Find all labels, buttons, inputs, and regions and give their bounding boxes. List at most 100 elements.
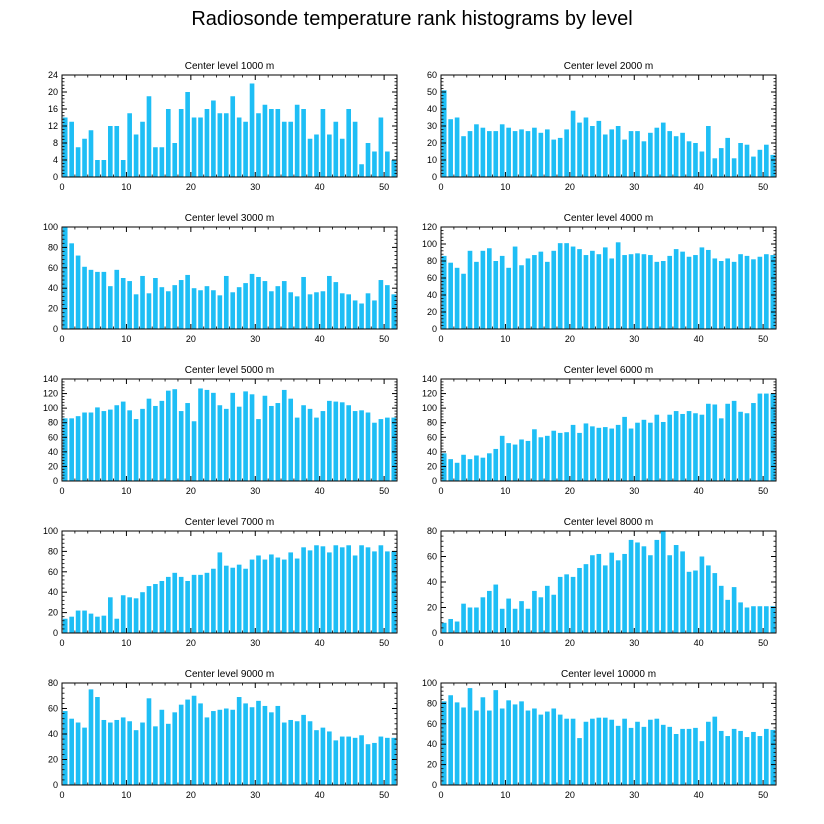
bar [217,552,223,633]
x-tick-label: 40 [315,182,325,192]
bar [718,148,724,177]
y-tick-label: 80 [48,546,58,556]
bar [133,598,139,633]
bar [88,689,94,786]
bar [191,117,197,177]
bar [101,411,107,481]
x-tick-label: 0 [438,486,443,496]
x-tick-label: 30 [629,638,639,648]
x-tick-label: 20 [186,334,196,344]
bar [339,736,345,785]
bar [667,131,673,177]
y-tick-label: 60 [427,552,437,562]
bar [165,390,171,481]
bar [133,730,139,785]
y-tick-label: 80 [427,698,437,708]
bar [172,712,178,785]
bar [333,282,339,329]
bar [352,121,358,177]
bar [82,266,87,329]
bar [301,547,306,633]
bar [198,388,203,481]
bar [512,608,518,633]
bar [378,736,384,785]
bar [583,721,589,785]
bar [339,547,345,633]
bar [230,292,236,329]
bar [609,129,615,177]
bar [211,290,216,329]
bar [95,407,100,481]
x-tick-label: 20 [565,334,575,344]
bar [474,710,479,785]
x-tick-label: 30 [250,334,260,344]
bar [294,558,300,633]
bar [191,421,197,481]
panel-title: Center level 8000 m [564,517,654,528]
bar [269,554,274,633]
bar [441,453,447,481]
bar [654,127,660,177]
panel-title: Center level 9000 m [185,669,275,680]
bar [101,719,107,785]
y-tick-label: 0 [53,628,58,638]
bar [301,405,306,481]
bar [635,721,640,785]
bar [230,709,236,785]
x-tick-label: 0 [59,182,64,192]
bar [391,294,397,329]
bar [127,597,132,633]
bar [583,564,589,633]
bar [385,551,390,633]
bar [648,132,653,177]
bar [108,286,113,329]
bar [108,126,113,177]
bar [172,572,178,633]
bar [577,738,582,785]
x-tick-label: 20 [186,182,196,192]
x-tick-label: 30 [250,790,260,800]
bar [564,129,569,177]
bar [159,709,165,785]
bar [243,391,248,481]
bar [731,728,737,785]
bar [699,556,705,633]
bar [223,275,229,329]
bar [544,261,550,329]
bar [153,147,158,177]
bar [493,131,499,177]
x-tick-label: 0 [438,790,443,800]
bar [114,719,120,785]
bar [301,714,306,786]
bar [204,717,210,785]
bar [275,403,281,481]
bar [185,403,190,481]
x-tick-label: 40 [694,334,704,344]
bar [673,734,679,785]
bar [499,435,505,481]
bar [378,419,384,481]
bar [731,587,737,633]
bar [378,545,384,633]
y-tick-label: 40 [427,104,437,114]
bar [108,597,113,633]
y-tick-label: 40 [48,729,58,739]
bar [236,406,242,481]
bar [165,291,171,329]
bar [230,567,236,633]
bar [538,132,544,177]
bar [654,718,660,785]
bar [211,100,216,177]
bar [622,553,627,633]
x-tick-label: 0 [59,486,64,496]
bar [487,453,492,481]
bar [519,701,524,785]
bar [544,585,550,633]
bar [474,124,479,177]
bar [480,250,486,329]
bar [127,721,132,785]
bar [551,250,557,329]
bar [269,405,274,481]
x-tick-label: 50 [379,638,389,648]
bar [62,418,68,481]
